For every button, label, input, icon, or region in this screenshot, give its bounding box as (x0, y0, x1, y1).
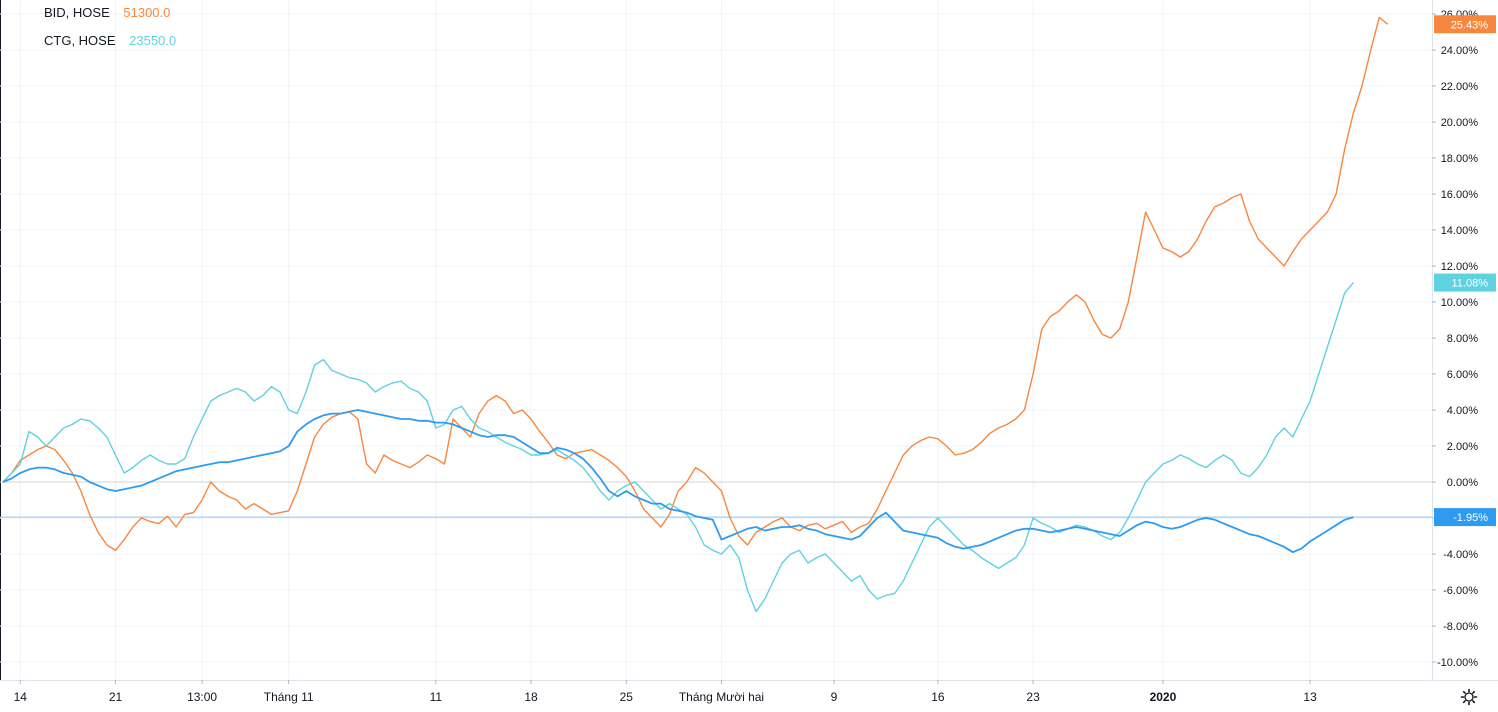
y-tick-label: 10.00% (1441, 297, 1479, 309)
y-tick-label: 6.00% (1447, 369, 1478, 381)
y-tick-label: 20.00% (1441, 117, 1479, 129)
x-tick-label: 2020 (1150, 690, 1177, 704)
x-tick-label: Tháng Mười hai (679, 690, 764, 704)
y-tick-label: 22.00% (1441, 81, 1479, 93)
y-tick-label: 12.00% (1441, 261, 1479, 273)
legend-item-ctg[interactable]: CTG, HOSE 23550.0 (44, 32, 176, 60)
x-tick-label: 18 (524, 690, 538, 704)
series-line-2 (2, 282, 1354, 613)
x-tick-label: 13:00 (187, 690, 217, 704)
legend-symbol: CTG, HOSE (44, 33, 116, 48)
y-tick-label: 8.00% (1447, 333, 1478, 345)
y-tick-label: 24.00% (1441, 45, 1479, 57)
x-tick-label: 16 (931, 690, 945, 704)
series-line-1 (2, 16, 1389, 552)
price-label-bg (1434, 508, 1496, 527)
price-label: -1.95% (1453, 512, 1488, 524)
x-tick-label: 21 (109, 690, 123, 704)
gear-icon[interactable] (1460, 688, 1478, 706)
x-tick-label: 25 (620, 690, 634, 704)
legend-value: 23550.0 (129, 33, 177, 48)
gear-icon-svg (1460, 688, 1478, 706)
price-label-bg (1434, 15, 1496, 34)
price-label: 11.08% (1452, 278, 1489, 290)
y-tick-label: -8.00% (1443, 621, 1478, 633)
x-tick-label: 23 (1026, 690, 1040, 704)
y-tick-label: 2.00% (1447, 441, 1478, 453)
legend-value: 51300.0 (123, 5, 171, 20)
price-label: 25.43% (1451, 19, 1489, 31)
legend: BID, HOSE 51300.0 CTG, HOSE 23550.0 (44, 4, 176, 60)
legend-item-bid[interactable]: BID, HOSE 51300.0 (44, 4, 176, 32)
y-tick-label: 16.00% (1441, 189, 1479, 201)
x-tick-label: 14 (14, 690, 28, 704)
series-line-3 (2, 409, 1354, 554)
x-tick-label: 13 (1303, 690, 1317, 704)
y-axis: 26.00%24.00%22.00%20.00%18.00%16.00%14.0… (1432, 9, 1478, 669)
y-tick-label: -6.00% (1443, 585, 1478, 597)
y-tick-label: 18.00% (1441, 153, 1479, 165)
y-tick-label: -10.00% (1437, 657, 1478, 669)
x-tick-label: 11 (430, 690, 443, 704)
price-label-bg (1434, 273, 1496, 292)
y-tick-label: -4.00% (1443, 549, 1478, 561)
y-tick-label: 4.00% (1447, 405, 1478, 417)
y-tick-label: 0.00% (1447, 477, 1478, 489)
x-tick-label: Tháng 11 (264, 690, 314, 704)
y-tick-label: 14.00% (1441, 225, 1479, 237)
grid (0, 0, 1432, 680)
x-axis: 14 21 13:00 Tháng 11 11 18 25 Tháng Mười hai 9 16… (14, 680, 1317, 704)
x-tick-label: 9 (831, 690, 838, 704)
legend-symbol: BID, HOSE (44, 5, 110, 20)
